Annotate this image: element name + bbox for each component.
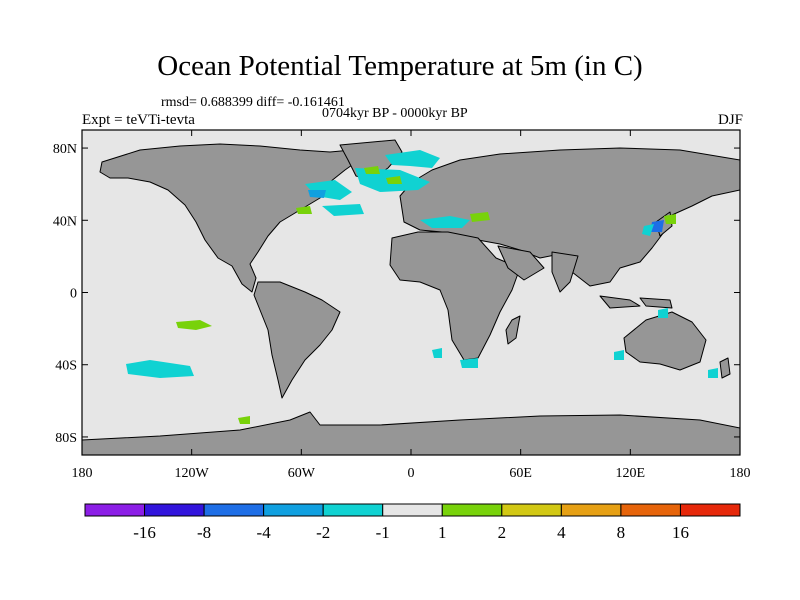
anomaly-patch (296, 206, 312, 214)
x-tick-label: 180 (730, 466, 751, 481)
colorbar-tick-label: -1 (376, 523, 390, 542)
north-america-landmass (99, 143, 363, 293)
y-axis: 80N 40N 0 40S 80S (53, 142, 740, 446)
anomaly-patch (650, 220, 664, 232)
anomaly-patch (238, 416, 250, 424)
anomaly-patch (642, 224, 654, 236)
anomaly-patch (460, 358, 478, 368)
period-label: 0704kyr BP - 0000kyr BP (322, 106, 468, 121)
colorbar-tick-label: 8 (617, 523, 626, 542)
colorbar-swatch (679, 503, 741, 517)
land-layer (82, 139, 740, 455)
anomaly-patch (470, 212, 490, 222)
season-label: DJF (717, 112, 743, 128)
anomaly-patch (364, 166, 380, 174)
colorbar-swatch (144, 503, 205, 517)
anomaly-patches (126, 150, 718, 424)
colorbar-swatch (501, 503, 562, 517)
anomaly-patch (420, 216, 470, 228)
africa-landmass (389, 231, 521, 361)
y-tick-label: 80N (53, 142, 77, 157)
y-tick-label: 0 (70, 287, 77, 302)
colorbar-tick-label: -4 (257, 523, 272, 542)
anomaly-patch (176, 320, 212, 330)
india-landmass (551, 251, 579, 293)
anomaly-patch (664, 214, 676, 224)
experiment-label: Expt = teVTi-tevta (82, 112, 195, 128)
colorbar-tick-label: -2 (316, 523, 330, 542)
colorbar: -16 -8 -4 -2 -1 1 2 4 8 16 (84, 503, 741, 542)
colorbar-swatch (84, 503, 146, 517)
y-tick-label: 40N (53, 214, 77, 229)
colorbar-tick-label: -16 (133, 523, 156, 542)
anomaly-patch (658, 308, 668, 318)
map-content (82, 139, 740, 455)
stats-line: rmsd= 0.688399 diff= -0.161461 (161, 95, 345, 110)
colorbar-swatch (322, 503, 384, 517)
map-title: Ocean Potential Temperature at 5m (in C) (157, 50, 643, 82)
arabia-landmass (497, 245, 545, 281)
colorbar-tick-label: 4 (557, 523, 566, 542)
x-tick-label: 60E (509, 466, 532, 481)
y-tick-label: 80S (55, 431, 77, 446)
colorbar-swatch (441, 503, 503, 517)
anomaly-patch (322, 204, 364, 216)
madagascar-landmass (505, 315, 521, 345)
x-tick-label: 120W (175, 466, 210, 481)
anomaly-patch (308, 190, 326, 198)
colorbar-tick-label: 16 (672, 523, 689, 542)
anomaly-patch (708, 368, 718, 378)
colorbar-tick-label: -8 (197, 523, 211, 542)
x-axis: 180 120W 60W 0 60E 120E 180 (72, 130, 751, 481)
colorbar-swatch (263, 503, 324, 517)
antarctica-landmass (82, 411, 740, 455)
y-tick-label: 40S (55, 359, 77, 374)
colorbar-swatch (203, 503, 265, 517)
anomaly-patch (385, 150, 440, 168)
anomaly-patch (386, 176, 402, 184)
anomaly-patch (614, 350, 624, 360)
anomaly-patch (126, 360, 194, 378)
colorbar-tick-label: 1 (438, 523, 447, 542)
x-tick-label: 120E (616, 466, 646, 481)
indonesia-landmass (599, 295, 673, 309)
x-tick-label: 60W (288, 466, 316, 481)
colorbar-swatch (560, 503, 622, 517)
anomaly-patch (432, 348, 442, 358)
colorbar-swatch (382, 503, 443, 517)
x-tick-label: 0 (408, 466, 415, 481)
colorbar-swatch (620, 503, 681, 517)
south-america-landmass (253, 281, 341, 399)
new-zealand-landmass (719, 357, 731, 379)
colorbar-tick-label: 2 (498, 523, 507, 542)
x-tick-label: 180 (72, 466, 93, 481)
